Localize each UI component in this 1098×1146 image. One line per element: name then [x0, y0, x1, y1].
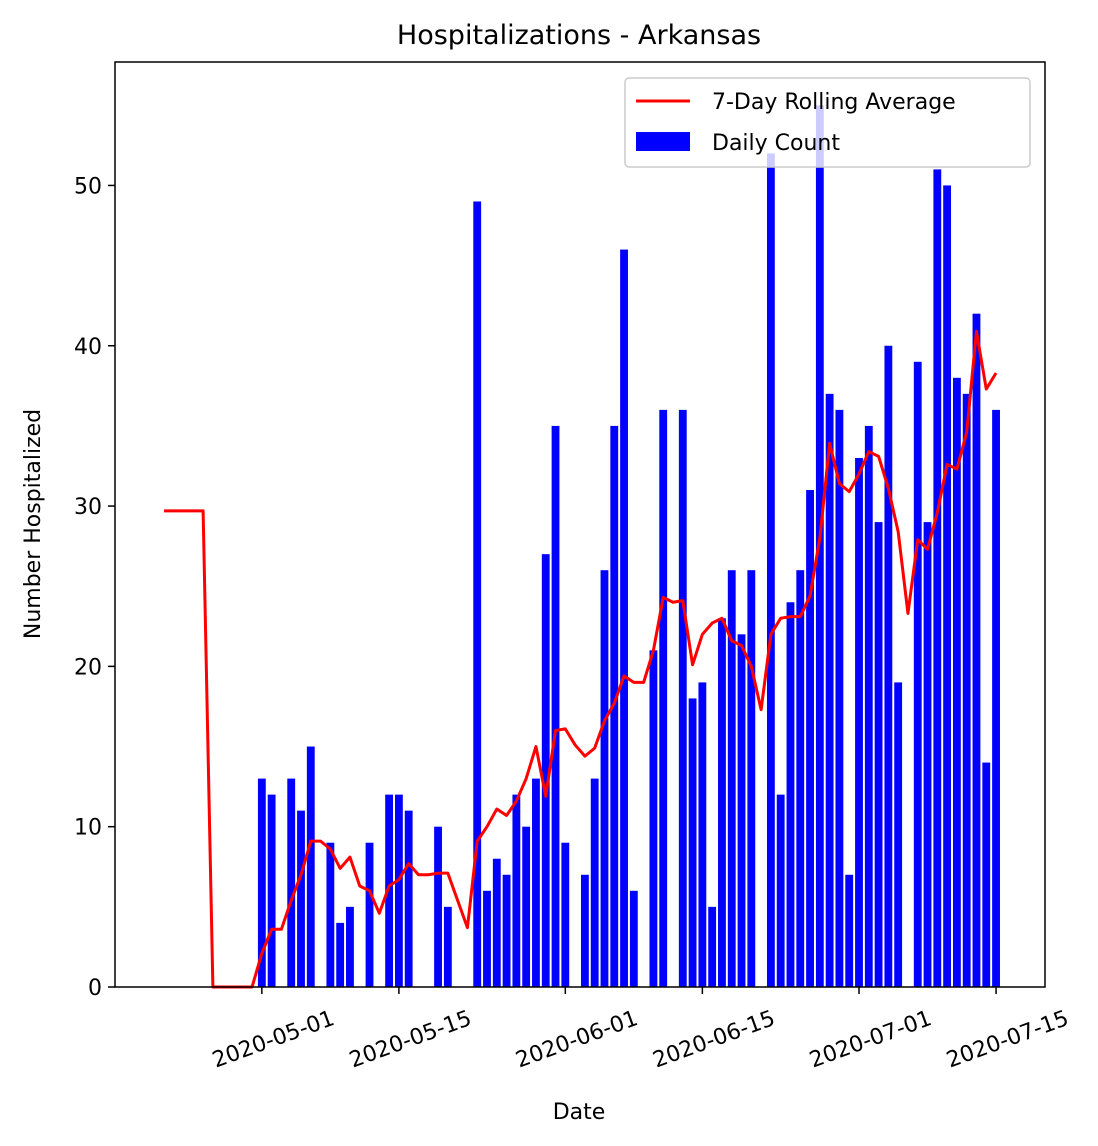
bar	[365, 842, 374, 987]
y-tick-label: 40	[74, 335, 102, 360]
bar	[385, 794, 394, 987]
bar	[992, 409, 1000, 987]
bar	[776, 794, 785, 987]
bar	[923, 522, 932, 987]
bar	[541, 554, 550, 987]
bar	[747, 570, 756, 987]
y-tick-label: 50	[74, 174, 102, 199]
bar	[943, 185, 952, 988]
bar	[737, 634, 746, 987]
legend-box	[624, 77, 1031, 168]
bar	[825, 393, 834, 987]
bar	[434, 826, 442, 987]
bar	[561, 842, 570, 987]
rolling-average-line	[163, 329, 998, 989]
bar	[982, 762, 991, 987]
bar	[972, 313, 981, 987]
legend: 7-Day Rolling Average Daily Count	[624, 77, 1031, 168]
bar	[522, 826, 531, 987]
y-tick-label: 0	[88, 976, 102, 1001]
bar	[590, 778, 599, 987]
bar	[649, 650, 658, 987]
bar	[600, 570, 609, 987]
x-axis-label: Date	[553, 1100, 606, 1125]
y-tick-label: 30	[74, 495, 102, 520]
bar	[766, 153, 775, 988]
bar	[532, 778, 540, 987]
bar	[551, 425, 560, 987]
bar	[257, 778, 266, 987]
bar	[718, 618, 726, 987]
bar	[864, 425, 873, 987]
bar	[678, 409, 687, 987]
bar	[894, 682, 903, 987]
bar	[855, 457, 863, 987]
chart-title: Hospitalizations - Arkansas	[397, 20, 761, 51]
bar	[629, 890, 638, 987]
bar	[620, 249, 628, 987]
legend-rolling-average-label: 7-Day Rolling Average	[712, 90, 956, 115]
bar	[962, 393, 971, 987]
bar	[336, 922, 345, 987]
y-tick-label: 20	[74, 655, 102, 680]
bar	[698, 682, 707, 987]
plot-frame	[114, 61, 1046, 988]
bar	[727, 570, 736, 987]
bar	[306, 746, 315, 987]
bar	[287, 778, 296, 987]
bar	[492, 858, 501, 987]
bar	[659, 409, 668, 987]
bar	[688, 698, 697, 987]
bar	[952, 377, 961, 987]
bar	[502, 874, 511, 987]
bar	[845, 874, 854, 987]
bar	[708, 906, 717, 987]
bar	[806, 490, 814, 987]
bar	[267, 794, 276, 987]
legend-daily-count-swatch	[636, 132, 690, 151]
bar	[404, 810, 413, 987]
bar	[394, 794, 403, 987]
bar	[326, 842, 335, 987]
bar	[796, 570, 805, 987]
y-axis-label: Number Hospitalized	[21, 409, 46, 639]
bar	[580, 874, 589, 987]
bar	[346, 906, 354, 987]
bar	[443, 906, 452, 987]
bar	[913, 361, 922, 988]
bar	[512, 794, 521, 987]
bar	[610, 425, 619, 987]
legend-daily-count-label: Daily Count	[712, 131, 840, 156]
bar	[473, 201, 482, 987]
y-tick-label: 10	[74, 816, 102, 841]
bar	[297, 810, 305, 987]
bar	[786, 602, 795, 987]
bar	[874, 522, 883, 987]
bar	[835, 409, 844, 987]
bar	[933, 169, 942, 988]
bar	[483, 890, 491, 987]
bar	[884, 345, 893, 987]
